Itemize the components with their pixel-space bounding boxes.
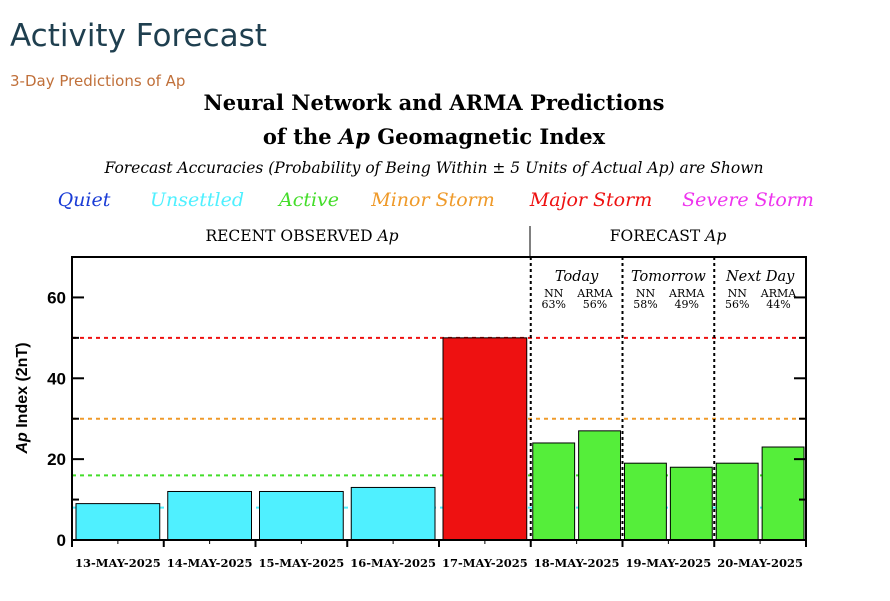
forecast-arma-accuracy: 49% [674, 298, 698, 311]
forecast-nn-label: NN [636, 287, 656, 300]
y-axis-label-italic: Ap [14, 432, 31, 455]
y-tick-label: 40 [47, 369, 66, 388]
y-axis-label: Ap Index (2nT) [14, 342, 31, 454]
section-observed-italic: Ap [375, 227, 398, 245]
forecast-nn-bar [715, 462, 759, 541]
chart-subtitle: Forecast Accuracies (Probability of Bein… [104, 159, 764, 177]
forecast-day-label: Tomorrow [631, 269, 706, 285]
forecast-day-label: Next Day [725, 269, 795, 285]
section-forecast-header: FORECAST Ap [610, 227, 727, 245]
y-tick-label: 0 [57, 531, 66, 550]
forecast-arma-accuracy: 44% [766, 298, 790, 311]
forecast-nn-label: NN [544, 287, 564, 300]
forecast-arma-accuracy: 56% [583, 298, 607, 311]
forecast-arma-bar [578, 430, 621, 541]
section-observed-label: RECENT OBSERVED [205, 227, 377, 245]
forecast-nn-accuracy: 56% [725, 298, 749, 311]
forecast-arma-label: ARMA [668, 287, 705, 300]
observed-bar [442, 337, 528, 541]
forecast-arma-label: ARMA [760, 287, 797, 300]
y-axis-label-rest: Index (2nT) [14, 342, 31, 432]
plot-area: Today NN ARMA 63% 56% Tomorrow NN ARMA 58% 49% Nex… [47, 256, 807, 570]
legend: Quiet Unsettled Active Minor Storm Major… [58, 189, 814, 211]
legend-minor-storm: Minor Storm [370, 189, 495, 211]
legend-unsettled: Unsettled [150, 189, 244, 211]
section-forecast-italic: Ap [703, 227, 726, 245]
observed-bar [259, 490, 344, 541]
chart-title-line2-prefix: of the [263, 124, 339, 149]
observed-bar [75, 503, 161, 541]
y-tick-label: 20 [47, 450, 66, 469]
chart-title-line1: Neural Network and ARMA Predictions [204, 90, 665, 115]
x-tick-label: 14-MAY-2025 [167, 556, 253, 570]
x-tick-label: 18-MAY-2025 [534, 556, 620, 570]
chart-title-line2-suffix: Geomagnetic Index [370, 124, 606, 149]
forecast-nn-accuracy: 63% [541, 298, 565, 311]
x-tick-label: 16-MAY-2025 [350, 556, 436, 570]
y-tick-label: 60 [47, 288, 66, 307]
legend-severe-storm: Severe Storm [682, 189, 814, 211]
forecast-day-label: Today [555, 269, 599, 285]
observed-bar [350, 486, 436, 541]
legend-major-storm: Major Storm [529, 189, 652, 211]
forecast-nn-bar [624, 462, 667, 541]
forecast-arma-bar [761, 446, 805, 541]
forecast-arma-label: ARMA [576, 287, 613, 300]
forecast-nn-bar [532, 442, 576, 541]
page-subtitle: 3-Day Predictions of Ap [10, 72, 186, 90]
x-tick-label: 15-MAY-2025 [259, 556, 345, 570]
legend-active: Active [277, 189, 339, 211]
forecast-nn-label: NN [728, 287, 748, 300]
section-observed-header: RECENT OBSERVED Ap [205, 227, 398, 245]
x-tick-label: 13-MAY-2025 [75, 556, 161, 570]
chart-title-line2-italic: Ap [337, 124, 370, 149]
x-tick-label: 20-MAY-2025 [717, 556, 803, 570]
x-tick-label: 19-MAY-2025 [626, 556, 712, 570]
observed-bar [167, 490, 252, 541]
forecast-arma-bar [669, 466, 713, 541]
x-tick-label: 17-MAY-2025 [442, 556, 528, 570]
chart-title-line2: of the Ap Geomagnetic Index [263, 124, 606, 149]
section-forecast-label: FORECAST [610, 227, 705, 245]
page-title: Activity Forecast [10, 18, 267, 54]
forecast-nn-accuracy: 58% [633, 298, 657, 311]
legend-quiet: Quiet [58, 189, 111, 211]
